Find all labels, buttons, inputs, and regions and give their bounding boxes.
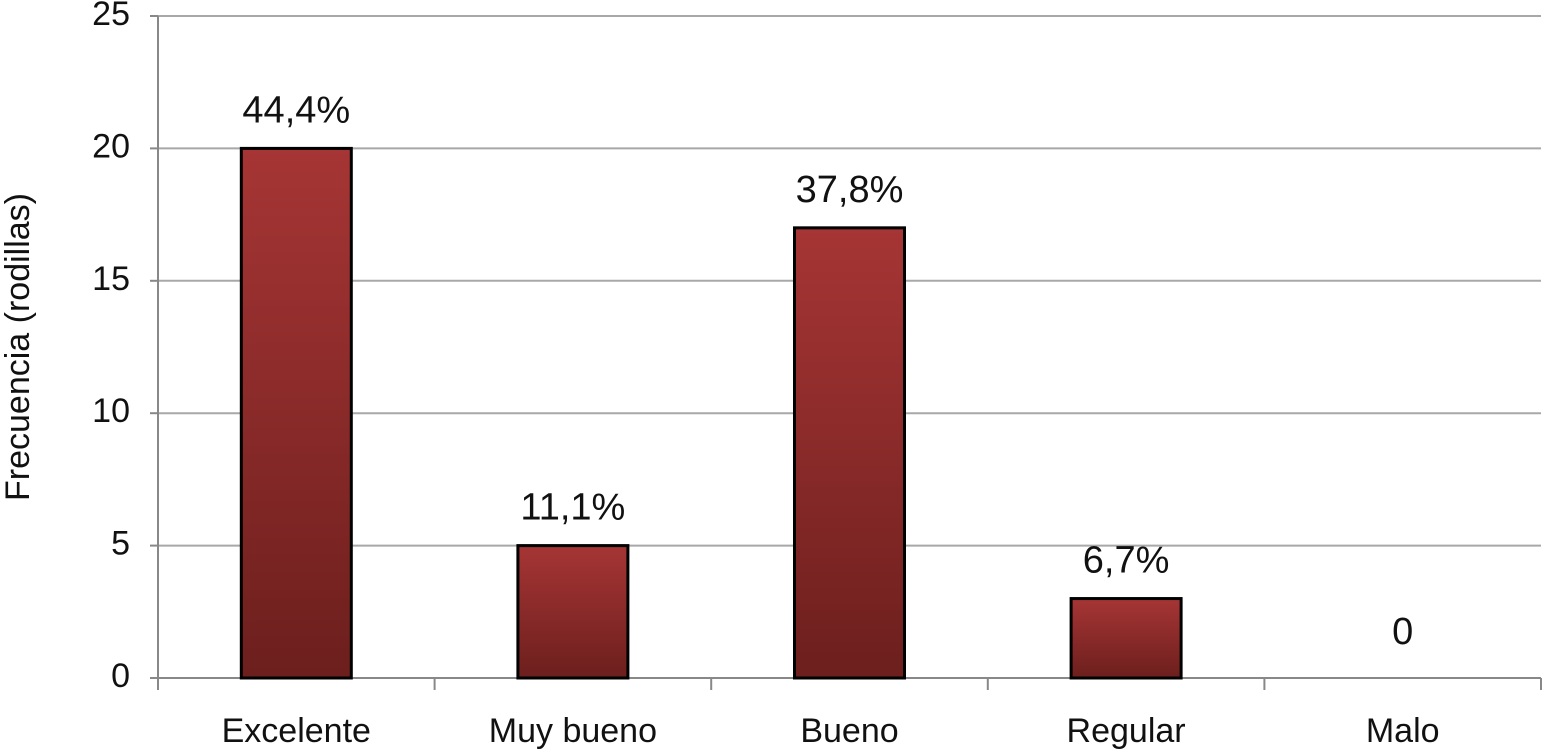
y-axis-label: Frecuencia (rodillas) xyxy=(0,193,37,501)
x-tick-label: Excelente xyxy=(222,712,371,750)
data-label: 44,4% xyxy=(242,89,350,131)
bar xyxy=(1069,597,1183,680)
x-tick-label: Muy bueno xyxy=(489,712,657,750)
data-label: 11,1% xyxy=(520,487,625,529)
data-label: 37,8% xyxy=(796,169,904,211)
bar xyxy=(793,226,906,680)
bar xyxy=(516,544,630,680)
y-tick-label: 0 xyxy=(111,657,130,695)
data-label: 6,7% xyxy=(1083,540,1170,582)
bar xyxy=(239,146,353,680)
y-tick-label: 20 xyxy=(92,127,130,165)
y-tick-label: 5 xyxy=(111,525,130,563)
x-tick-label: Bueno xyxy=(800,712,898,750)
x-tick-label: Regular xyxy=(1067,712,1186,750)
y-tick-label: 25 xyxy=(92,0,130,33)
y-tick-label: 15 xyxy=(92,260,130,298)
data-label: 0 xyxy=(1392,611,1413,653)
x-tick-label: Malo xyxy=(1366,712,1440,750)
y-tick-label: 10 xyxy=(92,392,130,430)
